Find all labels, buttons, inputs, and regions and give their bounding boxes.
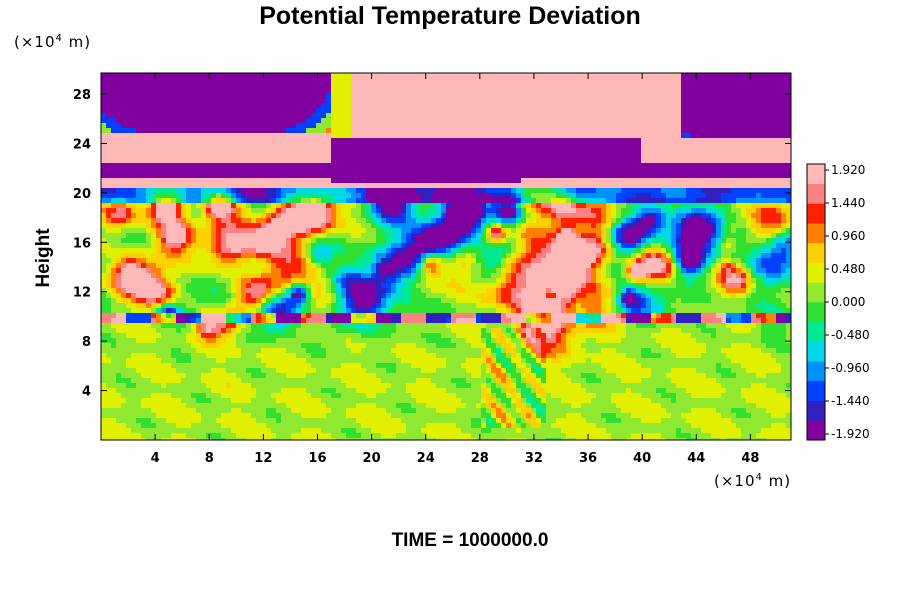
colorbar: 1.920 1.440 0.960 0.480 0.000 -0.480 -0.960 -1.… <box>806 163 870 441</box>
colorbar-tick-label: -1.920 <box>831 427 870 441</box>
x-tick-label: 24 <box>417 451 435 466</box>
y-unit-suffix: m) <box>62 33 92 51</box>
x-tick-label: 20 <box>363 451 381 466</box>
x-tick-label: 44 <box>687 451 705 466</box>
colorbar-swatch <box>807 164 825 185</box>
y-tick-label: 4 <box>82 385 91 400</box>
x-tick-label: 36 <box>579 451 597 466</box>
colorbar-swatch <box>807 302 825 323</box>
y-tick-label: 28 <box>73 88 91 103</box>
colorbar-swatch <box>807 242 825 263</box>
colorbar-swatch <box>807 262 825 283</box>
y-tick-label: 16 <box>73 236 91 251</box>
colorbar-swatch <box>807 203 825 224</box>
x-tick-label: 32 <box>525 451 543 466</box>
colorbar-tick-label: 0.480 <box>831 262 865 276</box>
time-label: TIME = 1000000.0 <box>391 530 549 551</box>
colorbar-swatch <box>807 183 825 204</box>
x-tick-label: 40 <box>633 451 651 466</box>
plot-frame <box>100 72 792 441</box>
colorbar-swatch <box>807 223 825 244</box>
colorbar-tick-label: 0.960 <box>831 229 865 243</box>
y-tick-label: 24 <box>73 137 91 152</box>
x-tick-label: 12 <box>254 451 272 466</box>
colorbar-swatch <box>807 420 825 441</box>
chart-title: Potential Temperature Deviation <box>259 2 641 30</box>
y-tick-label: 20 <box>73 187 91 202</box>
x-unit-exponent: 4 <box>755 472 763 483</box>
colorbar-tick-label: 1.440 <box>831 196 865 210</box>
colorbar-tick-label: -0.960 <box>831 361 870 375</box>
colorbar-swatch <box>807 282 825 303</box>
y-tick-label: 12 <box>73 286 91 301</box>
x-tick-label: 28 <box>471 451 489 466</box>
colorbar-swatch <box>807 341 825 362</box>
x-unit-prefix: (×10 <box>714 472 756 490</box>
colorbar-swatch <box>807 361 825 382</box>
colorbar-swatch <box>807 400 825 421</box>
colorbar-tick-label: -1.440 <box>831 394 870 408</box>
x-tick-label: 16 <box>308 451 326 466</box>
colorbar-tick-label: 0.000 <box>831 295 865 309</box>
y-axis-unit: (×104 m) <box>14 33 91 51</box>
colorbar-tick-label: 1.920 <box>831 163 865 177</box>
heatmap-field <box>101 73 792 441</box>
x-tick-label: 4 <box>151 451 160 466</box>
y-tick-label: 8 <box>82 335 91 350</box>
x-axis-unit: (×104 m) <box>714 472 791 490</box>
colorbar-swatch <box>807 380 825 401</box>
y-unit-exponent: 4 <box>55 33 63 44</box>
y-unit-prefix: (×10 <box>14 33 56 51</box>
colorbar-swatch <box>807 321 825 342</box>
x-tick-label: 8 <box>205 451 214 466</box>
colorbar-tick-label: -0.480 <box>831 328 870 342</box>
x-tick-label: 48 <box>741 451 759 466</box>
y-axis-ticks: 4 8 12 16 20 24 28 <box>73 88 791 400</box>
x-unit-suffix: m) <box>762 472 792 490</box>
x-axis-ticks: 4 8 12 16 20 24 28 32 36 40 44 48 <box>151 73 759 466</box>
